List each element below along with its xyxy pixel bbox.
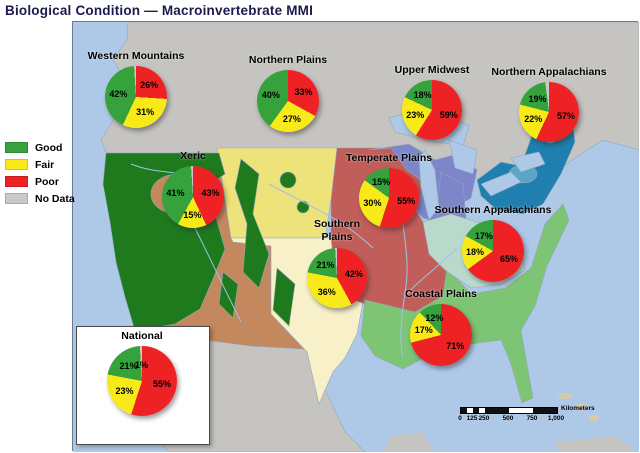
pie-xeric (162, 166, 224, 228)
river (190, 219, 242, 323)
pie-title-northern-plains: Northern Plains (248, 54, 328, 66)
scale-bar-segment (479, 408, 485, 413)
lake-erie (480, 171, 522, 197)
pie-title-temperate-plains: Temperate Plains (345, 152, 433, 164)
legend-item-good: Good (5, 139, 75, 156)
scale-bar-segment (509, 408, 533, 413)
scale-bar-tick-5: 1,000 (547, 415, 565, 422)
legend-swatch-good (5, 142, 28, 153)
island (558, 393, 572, 399)
lake-ontario (510, 151, 546, 173)
island (575, 404, 587, 410)
pie-western-mountains (105, 66, 167, 128)
pie-title-xeric: Xeric (180, 150, 206, 162)
lake-michigan (418, 149, 440, 221)
pie-northern-appalachians (519, 82, 579, 142)
island (589, 415, 599, 421)
no-data-landmass-cuba (555, 436, 633, 452)
scale-bar-segment (461, 408, 467, 413)
pie-title-northern-appalachians: Northern Appalachians (491, 66, 607, 78)
pie-title-southern-plains: Southern Plains (313, 218, 361, 244)
map-region-western-mountains-patch (279, 171, 297, 189)
scale-bar-tick-0: 0 (458, 415, 462, 422)
pie-coastal-plains (410, 304, 472, 366)
legend: Good Fair Poor No Data (5, 139, 75, 207)
pie-upper-midwest (402, 80, 462, 140)
pie-title-national: National (121, 330, 163, 342)
scale-bar-tick-2: 250 (478, 415, 490, 422)
scale-bar: Kilometers 0 125 250 500 750 1,000 (458, 404, 608, 426)
legend-label-fair: Fair (35, 158, 55, 171)
scale-bar-tick-4: 750 (526, 415, 538, 422)
scale-bar-segment (473, 408, 479, 413)
pie-title-southern-appalachians: Southern Appalachians (434, 204, 552, 216)
scale-bar-segments (460, 407, 558, 414)
pie-title-western-mountains: Western Mountains (87, 50, 185, 62)
pie-southern-appalachians (462, 220, 524, 282)
legend-item-poor: Poor (5, 173, 75, 190)
legend-label-poor: Poor (35, 175, 59, 188)
legend-swatch-poor (5, 176, 28, 187)
scale-bar-tick-1: 125 (466, 415, 478, 422)
pie-southern-plains (307, 248, 367, 308)
scale-bar-unit-label: Kilometers (561, 405, 595, 412)
legend-swatch-no-data (5, 193, 28, 204)
pie-title-upper-midwest: Upper Midwest (394, 64, 470, 76)
map-region-western-mountains-rockies (234, 158, 270, 289)
scale-bar-segment (485, 408, 509, 413)
scale-bar-tick-3: 500 (502, 415, 514, 422)
scale-bar-segment (533, 408, 557, 413)
legend-label-good: Good (35, 141, 63, 154)
pie-temperate-plains (359, 168, 419, 228)
legend-item-no-data: No Data (5, 190, 75, 207)
lake-huron (448, 139, 478, 175)
legend-item-fair: Fair (5, 156, 75, 173)
map-region-western-mountains-patch (296, 200, 310, 214)
pie-northern-plains (257, 70, 319, 132)
legend-label-no-data: No Data (35, 192, 75, 205)
legend-swatch-fair (5, 159, 28, 170)
scale-bar-segment (467, 408, 473, 413)
pie-title-coastal-plains: Coastal Plains (405, 288, 477, 300)
no-data-landmass-yucatan (383, 432, 435, 452)
figure-title: Biological Condition — Macroinvertebrate… (5, 3, 314, 18)
pie-national (107, 346, 177, 416)
river (268, 183, 374, 249)
map-region-western-mountains-patch (272, 267, 296, 327)
river (406, 247, 458, 295)
